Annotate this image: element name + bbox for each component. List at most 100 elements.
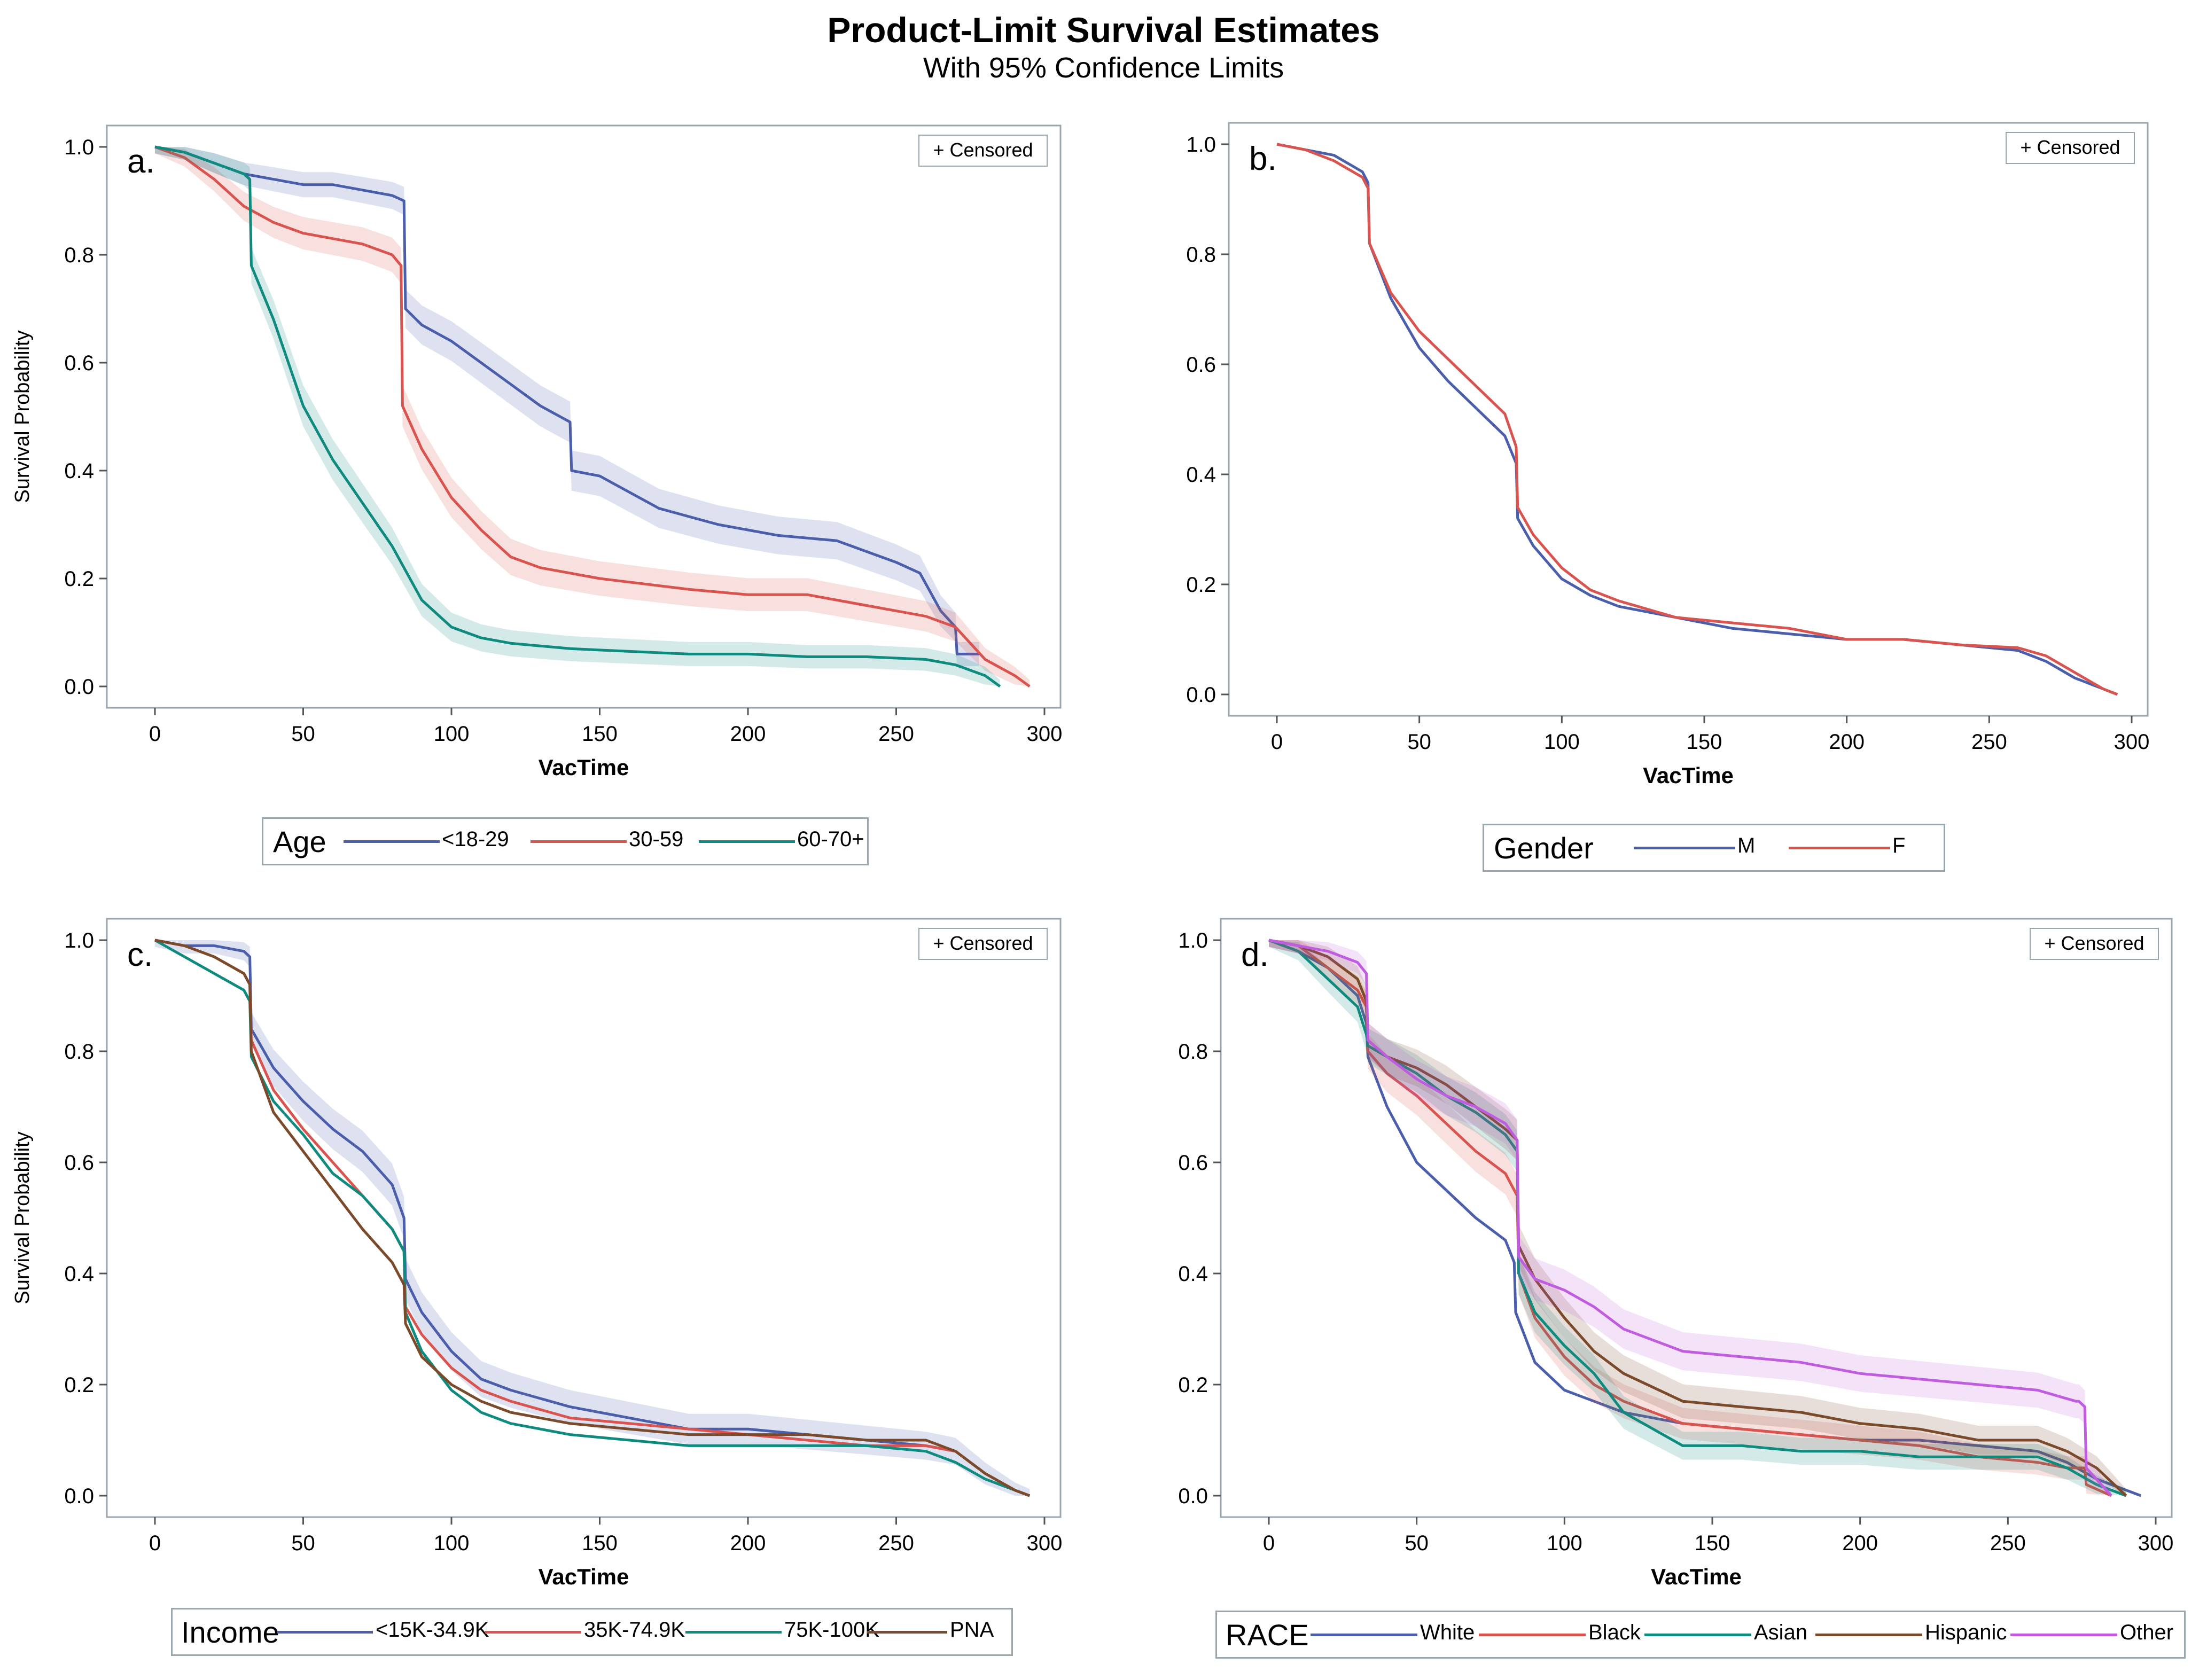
chart-1-censored-box <box>2006 132 2135 164</box>
chart-3-xtick-label-3: 150 <box>1695 1531 1730 1555</box>
chart-3-ytick-label-1: 0.2 <box>1178 1373 1208 1397</box>
legend-a-label-1: 30-59 <box>629 827 684 851</box>
legend-c-line-1 <box>485 1631 581 1634</box>
chart-d: 0.0 0.2 0.4 0.6 0.8 1.0 0 50 100 150 200 250 300 VacT… <box>1178 918 2174 1589</box>
chart-3-plot-frame <box>1220 918 2173 1518</box>
chart-2-ytick-label-2: 0.4 <box>64 1262 94 1286</box>
chart-1-ytick-label-2: 0.4 <box>1186 463 1216 487</box>
legend-d-line-2 <box>1644 1634 1751 1636</box>
chart-0-series-1-line <box>154 145 1031 688</box>
chart-3-ytick-label-4: 0.8 <box>1178 1040 1208 1064</box>
chart-3-xtick-label-2: 100 <box>1547 1531 1582 1555</box>
chart-0-series-0-band <box>155 147 979 666</box>
legend-d-label-1: Black <box>1588 1621 1641 1644</box>
legend-b-label-1: F <box>1892 834 1906 857</box>
legend-b-line-1 <box>1789 847 1890 849</box>
chart-3-censored-box <box>2030 928 2159 960</box>
page-title: Product-Limit Survival Estimates <box>827 10 1380 50</box>
chart-0-censored-box <box>918 135 1048 167</box>
page-subtitle: With 95% Confidence Limits <box>923 52 1284 84</box>
panel-d: 0.0 0.2 0.4 0.6 0.8 1.0 0 50 100 150 200 250 300 VacT… <box>1103 903 2207 1677</box>
legend-c-label-3: PNA <box>950 1618 994 1642</box>
panel-b: 0.0 0.2 0.4 0.6 0.8 1.0 0 50 100 150 200 250 300 VacT… <box>1103 107 2207 881</box>
chart-a: 0.0 0.2 0.4 0.6 0.8 1.0 0 50 100 150 200 250 300 VacT… <box>11 124 1062 780</box>
chart-0-xtick-label-3: 150 <box>582 722 618 746</box>
legend-c-label-1: 35K-74.9K <box>584 1618 685 1642</box>
chart-c: 0.0 0.2 0.4 0.6 0.8 1.0 0 50 100 150 200 250 300 VacT… <box>11 918 1062 1589</box>
panel-a: 0.0 0.2 0.4 0.6 0.8 1.0 0 50 100 150 200 250 300 VacT… <box>0 107 1103 881</box>
chart-1-ytick-label-0: 0.0 <box>1186 683 1216 707</box>
chart-1-xtick-label-0: 0 <box>1271 730 1283 754</box>
chart-1-ytick-label-4: 0.8 <box>1186 243 1216 267</box>
legend-d-title: RACE <box>1226 1618 1309 1652</box>
chart-0-xlabel: VacTime <box>539 755 629 780</box>
legend-c-label-2: 75K-100K <box>784 1618 879 1642</box>
legend-a-label-2: 60-70+ <box>797 827 864 851</box>
legend-d-label-4: Other <box>2120 1621 2174 1644</box>
legend-b-title: Gender <box>1494 831 1594 865</box>
legend-a-line-0 <box>344 840 440 843</box>
chart-2-xtick-label-0: 0 <box>149 1531 161 1555</box>
chart-2-xlabel: VacTime <box>539 1564 629 1589</box>
chart-2-ytick-label-3: 0.6 <box>64 1151 94 1175</box>
chart-2-xtick-label-5: 250 <box>878 1531 914 1555</box>
legend-c-line-2 <box>685 1631 782 1634</box>
legend-a: Age <18-29 30-59 60-70+ <box>262 817 869 865</box>
chart-2-xtick-label-4: 200 <box>730 1531 766 1555</box>
chart-3-ytick-label-3: 0.6 <box>1178 1151 1208 1175</box>
chart-2-xtick-label-1: 50 <box>291 1531 315 1555</box>
chart-1-censored-label: + Censored <box>2020 136 2120 158</box>
chart-1-ytick-label-1: 0.2 <box>1186 573 1216 597</box>
legend-d: RACE White Black Asian Hispanic Other <box>1215 1611 2186 1659</box>
panel-c: 0.0 0.2 0.4 0.6 0.8 1.0 0 50 100 150 200 250 300 VacT… <box>0 903 1103 1677</box>
chart-3-series-1-band <box>1269 940 2111 1496</box>
legend-c: Income <15K-34.9K 35K-74.9K 75K-100K PNA <box>171 1608 1013 1656</box>
chart-1-xlabel: VacTime <box>1643 763 1734 788</box>
legend-a-title: Age <box>273 825 326 858</box>
chart-1-panel-label: b. <box>1249 140 1277 177</box>
legend-c-label-0: <15K-34.9K <box>376 1618 489 1642</box>
chart-3-xtick-label-4: 200 <box>1842 1531 1878 1555</box>
chart-3-xtick-label-1: 50 <box>1405 1531 1429 1555</box>
legend-a-label-0: <18-29 <box>442 827 509 851</box>
chart-0-panel-label: a. <box>127 143 155 180</box>
chart-0-ylabel: Survival Probability <box>11 330 34 503</box>
chart-3-ytick-label-2: 0.4 <box>1178 1262 1208 1286</box>
chart-1-xtick-label-6: 300 <box>2114 730 2150 754</box>
chart-0-censored-label: + Censored <box>933 139 1033 161</box>
chart-0-ytick-label-3: 0.6 <box>64 351 94 375</box>
chart-1-ytick-label-5: 1.0 <box>1186 133 1216 157</box>
chart-1-xtick-label-1: 50 <box>1407 730 1431 754</box>
chart-3-series-4-line <box>1268 939 2112 1497</box>
chart-0-xtick-label-5: 250 <box>878 722 914 746</box>
chart-0-xtick-label-1: 50 <box>291 722 315 746</box>
chart-2-ytick-label-0: 0.0 <box>64 1484 94 1508</box>
chart-3-xtick-label-6: 300 <box>2138 1531 2174 1555</box>
chart-3-panel-label: d. <box>1241 936 1269 973</box>
chart-1-ytick-label-3: 0.6 <box>1186 353 1216 377</box>
chart-1-xtick-label-2: 100 <box>1544 730 1580 754</box>
legend-c-line-3 <box>867 1631 947 1634</box>
legend-b-line-0 <box>1634 847 1735 849</box>
chart-2-censored-label: + Censored <box>933 932 1033 954</box>
chart-3-xlabel: VacTime <box>1651 1564 1742 1589</box>
chart-1-series-1-line <box>1276 143 2118 696</box>
chart-2-series-0-band <box>155 940 1030 1496</box>
legend-b-label-0: M <box>1737 834 1756 857</box>
chart-2-series-3-line <box>154 939 1031 1497</box>
chart-2-censored-box <box>918 928 1048 960</box>
chart-2-plot-frame <box>106 918 1062 1518</box>
legend-d-line-1 <box>1479 1634 1586 1636</box>
chart-0-series-2-line <box>154 145 1001 688</box>
chart-2-panel-label: c. <box>127 936 153 973</box>
legend-a-line-2 <box>699 840 795 843</box>
chart-0-series-0-line <box>154 145 979 655</box>
chart-2-ytick-label-1: 0.2 <box>64 1373 94 1397</box>
chart-0-ytick-label-2: 0.4 <box>64 459 94 483</box>
chart-0-xtick-label-4: 200 <box>730 722 766 746</box>
chart-0-ytick-label-0: 0.0 <box>64 675 94 699</box>
chart-1-xtick-label-4: 200 <box>1829 730 1865 754</box>
legend-d-line-0 <box>1311 1634 1417 1636</box>
legend-c-title: Income <box>181 1615 279 1649</box>
chart-1-xtick-label-5: 250 <box>1971 730 2007 754</box>
